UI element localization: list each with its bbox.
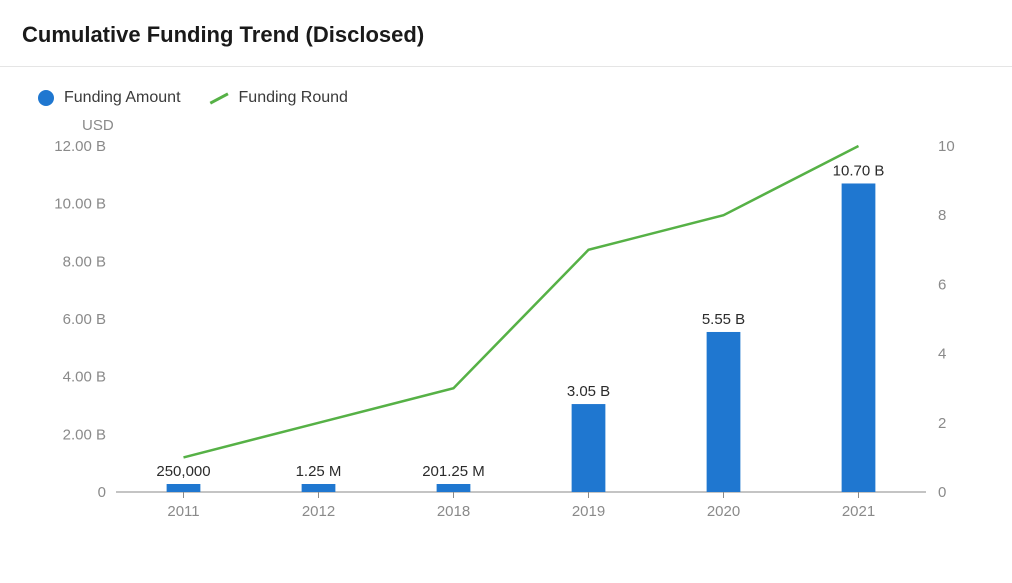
bar [167, 484, 201, 492]
legend-bar-label: Funding Amount [64, 89, 181, 107]
y-axis-currency-label: USD [0, 107, 1012, 134]
y-right-tick-label: 4 [938, 346, 946, 363]
bar [842, 183, 876, 492]
x-tick-label: 2018 [437, 503, 470, 520]
x-tick-label: 2011 [167, 503, 199, 520]
y-left-tick-label: 2.00 B [63, 426, 106, 443]
bar-value-label: 201.25 M [422, 463, 485, 480]
bar-value-label: 5.55 B [702, 311, 745, 328]
legend: Funding Amount Funding Round [0, 67, 1012, 107]
y-left-tick-label: 12.00 B [54, 140, 106, 155]
bar [572, 404, 606, 492]
x-tick-label: 2019 [572, 503, 605, 520]
y-left-tick-label: 4.00 B [63, 369, 106, 386]
chart-title: Cumulative Funding Trend (Disclosed) [0, 0, 1012, 67]
y-right-tick-label: 8 [938, 207, 946, 224]
x-tick-label: 2021 [842, 503, 875, 520]
y-left-tick-label: 10.00 B [54, 196, 106, 213]
y-left-tick-label: 6.00 B [63, 311, 106, 328]
chart-svg: 0 2.00 B 4.00 B 6.00 B 8.00 B 10.00 B 12.00 B 0… [38, 140, 974, 530]
bar-value-label: 1.25 M [296, 463, 342, 480]
x-tick-label: 2012 [302, 503, 335, 520]
trend-line [184, 146, 859, 457]
bar [437, 484, 471, 492]
y-left-tick-label: 0 [98, 484, 106, 501]
chart-area: 0 2.00 B 4.00 B 6.00 B 8.00 B 10.00 B 12.00 B 0… [38, 140, 974, 530]
circle-icon [38, 90, 54, 106]
bar [302, 484, 336, 492]
bar [707, 332, 741, 492]
legend-item-line: Funding Round [209, 89, 348, 107]
legend-item-bar: Funding Amount [38, 89, 181, 107]
y-right-tick-label: 10 [938, 140, 955, 155]
y-right-tick-label: 0 [938, 484, 946, 501]
line-icon [209, 92, 228, 104]
bar-value-label: 250,000 [156, 463, 210, 480]
bar-value-label: 3.05 B [567, 383, 610, 400]
x-tick-label: 2020 [707, 503, 740, 520]
y-right-tick-label: 6 [938, 276, 946, 293]
y-left-tick-label: 8.00 B [63, 253, 106, 270]
y-right-tick-label: 2 [938, 415, 946, 432]
legend-line-label: Funding Round [239, 89, 348, 107]
bar-value-label: 10.70 B [833, 162, 885, 179]
